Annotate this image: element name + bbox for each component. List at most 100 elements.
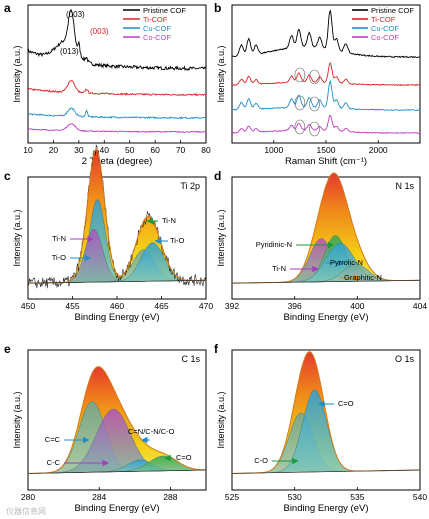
- peak-label: C=O: [338, 399, 354, 408]
- series-line-co-cof: [231, 114, 421, 134]
- panel-a: a 10 20 30 40 50 60 70 80 2 Theta (degree) Intensi…: [4, 1, 211, 167]
- panel-title: O 1s: [395, 354, 415, 364]
- peak-label: Pyrrolic-N: [330, 258, 363, 267]
- highlight-ellipse: [294, 95, 306, 111]
- panel-title: C 1s: [181, 354, 200, 364]
- x-axis-label: Binding Energy (eV): [74, 503, 159, 514]
- x-tick-label: 525: [225, 492, 239, 502]
- x-tick-label: 80: [201, 145, 211, 155]
- x-tick-label: 465: [154, 301, 168, 311]
- highlight-ellipse: [309, 121, 320, 137]
- x-axis-label: Raman Shift (cm⁻¹): [285, 156, 367, 167]
- x-axis-label: Binding Energy (eV): [283, 503, 368, 514]
- legend-entry: Cu-COF: [371, 24, 399, 33]
- y-axis-label: Intensity (a.u.): [216, 391, 226, 448]
- series-line-ti-cof: [27, 79, 207, 97]
- x-tick-label: 284: [92, 492, 106, 502]
- plot-frame: [27, 4, 207, 144]
- x-tick-label: 60: [150, 145, 160, 155]
- peak-label: Ti-O: [52, 253, 66, 262]
- x-tick-label: 404: [413, 301, 427, 311]
- x-tick-label: 70: [176, 145, 186, 155]
- plot-frame: [231, 176, 421, 300]
- x-tick-label: 530: [288, 492, 302, 502]
- legend-entry: Pristine COF: [143, 6, 186, 15]
- x-tick-label: 288: [163, 492, 177, 502]
- envelope-area: [28, 149, 206, 284]
- panel-label: b: [214, 1, 221, 15]
- y-axis-label: Intensity (a.u.): [216, 45, 226, 102]
- peak-label: Ti-O: [170, 236, 184, 245]
- fit-envelope-line: [28, 366, 207, 474]
- panel-title: N 1s: [395, 181, 414, 191]
- x-tick-label: 455: [65, 301, 79, 311]
- raw-spectrum-line: [27, 144, 207, 289]
- panel-label: e: [4, 342, 11, 356]
- x-tick-label: 40: [100, 145, 110, 155]
- highlight-ellipse: [294, 119, 306, 135]
- x-tick-label: 10: [23, 145, 33, 155]
- peak-label: Pyridinic-N: [256, 240, 292, 249]
- watermark: 仪器信息网: [6, 506, 46, 516]
- y-axis-label: Intensity (a.u.): [12, 391, 22, 448]
- series-line-cu-cof: [27, 107, 207, 120]
- peak-label: C=N/C-N/C-O: [128, 427, 175, 436]
- x-tick-label: 540: [413, 492, 427, 502]
- x-tick-label: 535: [350, 492, 364, 502]
- peak-label: C-O: [254, 456, 268, 465]
- x-tick-label: 20: [49, 145, 59, 155]
- peak-annotation: (013): [60, 47, 79, 56]
- fit-envelope-line: [27, 148, 206, 284]
- x-tick-label: 2000: [369, 145, 388, 155]
- background-line: [27, 279, 207, 284]
- series-line-co-cof: [27, 123, 207, 133]
- x-tick-label: 396: [288, 301, 302, 311]
- series-line-ti-cof: [231, 62, 421, 87]
- y-axis-label: Intensity (a.u.): [216, 209, 226, 266]
- panel-label: f: [214, 342, 219, 356]
- x-axis-label: 2 Theta (degree): [82, 156, 153, 167]
- x-tick-label: 400: [350, 301, 364, 311]
- x-tick-label: 1500: [317, 145, 336, 155]
- peak-label: Ti-N: [162, 216, 176, 225]
- panel-label: c: [4, 169, 11, 183]
- highlight-ellipse: [309, 96, 320, 112]
- x-axis-label: Binding Energy (eV): [283, 312, 368, 323]
- legend-entry: Pristine COF: [371, 6, 414, 15]
- x-tick-label: 450: [21, 301, 35, 311]
- panel-c: c 450 455 460 465 470 Binding Energy (eV) Inten…: [4, 144, 213, 323]
- plot-frame: [27, 349, 207, 491]
- panel-label: a: [4, 1, 11, 15]
- peak-label: Ti-N: [52, 234, 66, 243]
- peak-label: Ti-N: [272, 264, 286, 273]
- peak-annotation: (003): [90, 27, 109, 36]
- x-tick-label: 50: [125, 145, 135, 155]
- x-tick-label: 460: [110, 301, 124, 311]
- x-tick-label: 470: [199, 301, 213, 311]
- highlight-ellipse: [309, 69, 320, 85]
- peak-annotation: (003): [66, 10, 85, 19]
- panel-d: d 392 396 400 404 Binding Energy (eV) Intensit…: [214, 169, 427, 323]
- peak-label: Graphitic-N: [344, 273, 382, 282]
- panel-title: Ti 2p: [180, 181, 200, 191]
- series-line-cu-cof: [231, 79, 420, 111]
- panel-e: e 280 284 288 Binding Energy (eV) Intensity (…: [4, 342, 207, 514]
- background-line: [27, 469, 207, 474]
- series-line-pristine-cof: [27, 9, 207, 71]
- highlight-ellipse: [294, 67, 306, 83]
- background-line: [231, 469, 421, 474]
- legend-entry: Ti-COF: [143, 15, 168, 24]
- legend-entry: Cu-COF: [143, 24, 171, 33]
- x-tick-label: 1000: [264, 145, 283, 155]
- series-line-pristine-cof: [231, 9, 421, 59]
- peak-label: C=C: [45, 435, 61, 444]
- panel-label: d: [214, 169, 221, 183]
- background-line: [231, 279, 421, 284]
- panel-f: f 525 530 535 540 Binding Energy (eV) Intensit…: [214, 342, 427, 514]
- y-axis-label: Intensity (a.u.): [12, 45, 22, 102]
- legend-entry: Co-COF: [371, 33, 399, 42]
- legend-entry: Ti-COF: [371, 15, 396, 24]
